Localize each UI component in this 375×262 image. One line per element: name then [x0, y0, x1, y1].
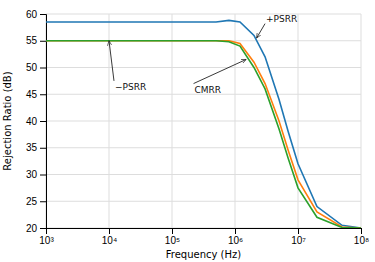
tick: 10⁶: [228, 228, 243, 246]
grid-line-y: [46, 67, 361, 68]
annotations: +PSRR −PSRR CMRR: [109, 14, 297, 95]
annotation-text: −PSRR: [115, 82, 146, 92]
tick-mark: [40, 201, 46, 202]
tick-mark: [235, 228, 236, 234]
x-axis: 10³ 10⁴ 10⁵ 10⁶ 10⁷ 10⁸: [39, 228, 369, 246]
tick: 20: [26, 223, 46, 234]
tick-label: 10⁵: [165, 235, 180, 246]
tick: 50: [26, 62, 46, 73]
tick-label: 10³: [39, 235, 54, 246]
tick: 10⁴: [102, 228, 117, 246]
grid-line-y: [46, 147, 361, 148]
series-line: [46, 41, 361, 228]
tick-label: 10⁸: [354, 235, 369, 246]
tick: 55: [26, 35, 46, 46]
tick-mark: [40, 175, 46, 176]
lines: [46, 20, 361, 228]
tick-label: 45: [26, 89, 38, 100]
tick-mark: [109, 228, 110, 234]
tick: 35: [26, 142, 46, 153]
series-line: [46, 41, 361, 228]
tick-mark: [298, 228, 299, 234]
tick-label: 20: [26, 223, 38, 234]
tick-label: 35: [26, 142, 38, 153]
annotation-arrow: [109, 41, 114, 81]
tick: 10⁸: [354, 228, 369, 246]
tick-label: 50: [26, 62, 38, 73]
chart: 10³ 10⁴ 10⁵ 10⁶ 10⁷ 10⁸ 20 25 30 35 40 45 50 55 60 +PSR…: [0, 0, 375, 262]
tick: 60: [26, 9, 46, 20]
annotation-arrow: [257, 24, 265, 38]
series-line: [46, 20, 361, 228]
tick: 40: [26, 116, 46, 127]
tick: 10³: [39, 228, 54, 246]
annotation-text: CMRR: [195, 85, 222, 95]
tick-label: 10⁶: [228, 235, 243, 246]
grid-line-y: [46, 121, 361, 122]
grid-line-y: [46, 14, 361, 15]
tick-mark: [40, 148, 46, 149]
tick-label: 55: [26, 35, 38, 46]
axis-line: [47, 229, 362, 235]
tick-mark: [40, 228, 46, 229]
tick-label: 30: [26, 169, 38, 180]
tick: 45: [26, 89, 46, 100]
tick: 25: [26, 196, 46, 207]
tick-mark: [172, 228, 173, 234]
plot: 10³ 10⁴ 10⁵ 10⁶ 10⁷ 10⁸ 20 25 30 35 40 45 50 55 60 +PSR…: [26, 9, 369, 246]
tick: 30: [26, 169, 46, 180]
axis-line: [40, 15, 47, 229]
tick-label: 25: [26, 196, 38, 207]
tick-label: 10⁴: [102, 235, 117, 246]
tick-mark: [40, 41, 46, 42]
tick-label: 10⁷: [291, 235, 306, 246]
x-axis-title: Frequency (Hz): [166, 249, 242, 260]
tick-label: 40: [26, 116, 38, 127]
annotation-text: +PSRR: [266, 14, 297, 24]
tick: 10⁵: [165, 228, 180, 246]
tick-mark: [40, 68, 46, 69]
annotation-arrow: [194, 59, 247, 83]
tick-label: 60: [26, 9, 38, 20]
grid-line-y: [46, 174, 361, 175]
tick: 10⁷: [291, 228, 306, 246]
tick-mark: [40, 121, 46, 122]
tick-mark: [40, 14, 46, 15]
tick-mark: [40, 94, 46, 95]
tick-mark: [361, 228, 362, 234]
y-axis-title: Rejection Ratio (dB): [2, 71, 13, 170]
y-axis: 20 25 30 35 40 45 50 55 60: [26, 9, 47, 234]
grid: [46, 14, 361, 228]
